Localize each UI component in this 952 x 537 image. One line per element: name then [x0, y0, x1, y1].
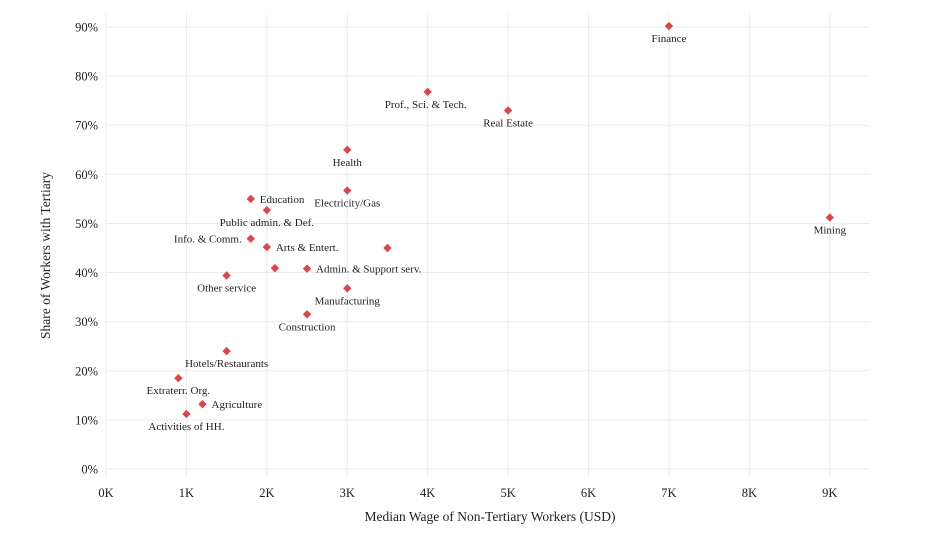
y-tick-label: 10%	[75, 413, 98, 427]
y-axis-ticks: 0% 10% 20% 30% 40% 50% 60% 70% 80% 90%	[75, 21, 98, 477]
x-tick-label: 3K	[340, 486, 355, 500]
scatter-point	[383, 243, 392, 253]
x-tick-label: 7K	[661, 486, 676, 500]
point-labels: Finance Prof., Sci. & Tech. Real Estate Hea…	[147, 33, 847, 433]
scatter-point	[222, 346, 231, 356]
scatter-point	[302, 264, 312, 273]
y-tick-label: 70%	[75, 119, 98, 133]
y-tick-label: 20%	[75, 364, 98, 378]
point-label: Extraterr. Org.	[147, 385, 211, 397]
point-label: Prof., Sci. & Tech.	[385, 99, 467, 111]
x-axis-ticks: 0K 1K 2K 3K 4K 5K 6K 7K 8K 9K	[98, 486, 837, 500]
scatter-point	[825, 213, 834, 222]
y-axis-title: Share of Workers with Tertiary	[38, 172, 53, 339]
point-label: Arts & Entert.	[276, 242, 339, 254]
scatter-point	[503, 106, 513, 115]
point-label: Public admin. & Def.	[220, 217, 315, 229]
scatter-point	[270, 263, 280, 273]
point-label: Health	[333, 157, 363, 169]
x-tick-label: 0K	[98, 486, 113, 500]
scatter-point	[343, 186, 352, 195]
point-label: Construction	[279, 321, 336, 333]
scatter-point	[302, 310, 312, 319]
scatter-point	[182, 409, 191, 419]
x-tick-label: 5K	[500, 486, 515, 500]
scatter-point	[246, 194, 255, 204]
point-label: Info. & Comm.	[174, 234, 242, 246]
scatter-point	[262, 205, 272, 215]
scatter-point	[174, 373, 183, 383]
y-tick-label: 80%	[75, 70, 98, 84]
scatter-point	[343, 145, 352, 154]
point-label: Hotels/Restaurants	[185, 358, 268, 370]
x-tick-label: 4K	[420, 486, 435, 500]
scatter-point	[664, 21, 674, 31]
scatter-point	[262, 242, 272, 252]
scatter-point	[198, 399, 207, 409]
x-tick-label: 2K	[259, 486, 274, 500]
x-tick-label: 1K	[179, 486, 194, 500]
y-tick-label: 0%	[81, 463, 98, 477]
point-label: Mining	[814, 225, 847, 237]
point-label: Real Estate	[483, 117, 533, 129]
point-label: Finance	[652, 33, 687, 45]
x-tick-label: 6K	[581, 486, 596, 500]
scatter-point	[246, 234, 255, 243]
point-label: Other service	[197, 283, 256, 295]
scatter-point	[343, 284, 352, 293]
x-tick-label: 8K	[742, 486, 757, 500]
point-label: Agriculture	[212, 399, 263, 411]
point-label: Education	[260, 194, 305, 206]
scatter-point	[222, 271, 231, 280]
y-tick-label: 60%	[75, 168, 98, 182]
x-axis-title: Median Wage of Non-Tertiary Workers (USD…	[365, 509, 616, 524]
scatter-point	[423, 87, 432, 97]
point-label: Manufacturing	[315, 295, 381, 307]
point-label: Activities of HH.	[148, 421, 224, 433]
y-tick-label: 30%	[75, 315, 98, 329]
y-tick-label: 90%	[75, 21, 98, 35]
y-tick-label: 40%	[75, 266, 98, 280]
data-points	[174, 21, 834, 419]
point-label: Electricity/Gas	[314, 198, 380, 210]
x-tick-label: 9K	[822, 486, 837, 500]
y-tick-label: 50%	[75, 217, 98, 231]
point-label: Admin. & Support serv.	[316, 264, 422, 276]
